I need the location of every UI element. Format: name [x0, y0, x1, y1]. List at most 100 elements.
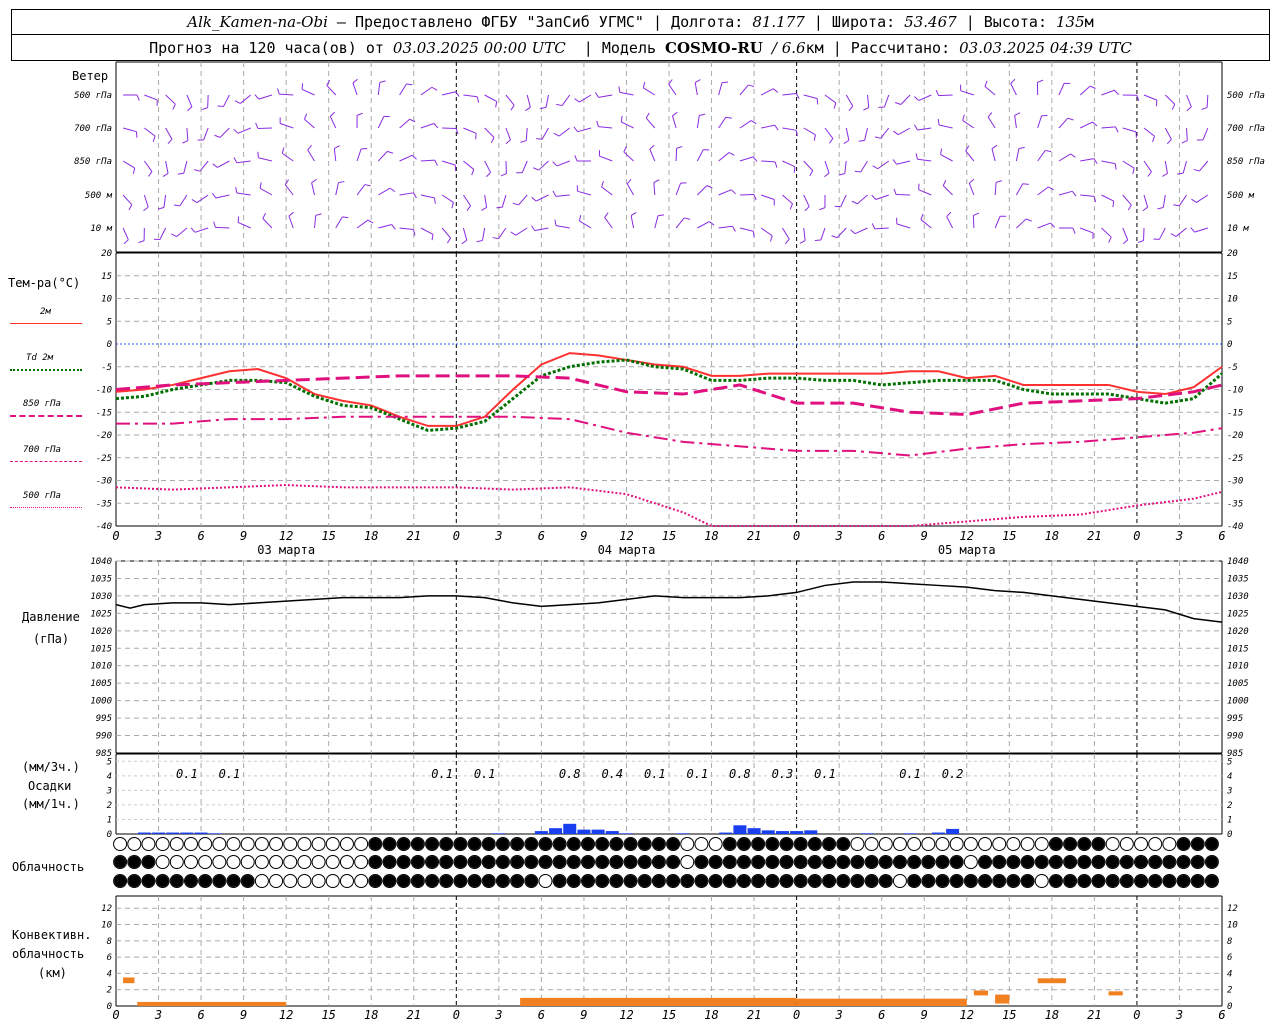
wind-barb-feather: [495, 101, 498, 108]
conv-ytick: 12: [101, 904, 112, 914]
wind-barb-feather: [391, 224, 396, 230]
wind-barb-feather: [412, 192, 417, 199]
wind-barb: [1079, 121, 1093, 129]
wind-barb-feather: [552, 190, 557, 197]
cloud-symbol: [325, 837, 340, 851]
wind-barb: [236, 160, 251, 164]
temp-ytick: -30: [96, 477, 112, 487]
conv-unit: (км): [38, 966, 67, 980]
wind-barb: [538, 160, 549, 171]
cloud-symbol-filled: [128, 856, 141, 868]
wind-barb-feather: [471, 169, 475, 176]
temp-ytick-right: -10: [1227, 386, 1243, 396]
wind-barb-feather: [1045, 149, 1052, 153]
wind-barb: [987, 116, 996, 129]
wind-barb-feather: [725, 116, 732, 119]
temp-series-2: [115, 374, 1223, 417]
wind-barb: [1175, 227, 1187, 237]
cloud-symbol-filled: [908, 875, 921, 887]
wind-barb: [920, 219, 932, 229]
cloud-symbol-filled: [936, 856, 949, 868]
wind-barb-feather: [455, 91, 460, 97]
wind-barb: [1186, 94, 1192, 108]
wind-barb: [1101, 227, 1112, 238]
pressure-ytick: 1035: [90, 574, 112, 584]
cloud-symbol-filled: [964, 875, 977, 887]
precip-bar: [861, 833, 875, 834]
cloud-symbol-filled: [1092, 838, 1105, 850]
wind-barb: [761, 160, 776, 163]
cloud-symbol-filled: [397, 875, 410, 887]
cloud-symbol-filled: [737, 875, 750, 887]
cloud-symbol-filled: [582, 838, 595, 850]
wind-barb: [442, 91, 456, 96]
wind-barb-feather: [623, 146, 627, 153]
temp-ytick: 0: [107, 340, 112, 350]
cloud-symbol-filled: [766, 875, 779, 887]
wind-barb-feather: [833, 102, 837, 109]
wind-barb-feather: [1092, 121, 1098, 127]
wind-barb: [304, 118, 315, 129]
wind-barb: [399, 83, 407, 96]
cloud-symbol-filled: [893, 856, 906, 868]
wind-barb-feather: [601, 181, 604, 188]
cloud-symbol-filled: [823, 875, 836, 887]
cloud-symbol: [113, 837, 128, 851]
cloud-symbol: [155, 837, 170, 851]
wind-barb: [782, 227, 790, 240]
wind-barb: [1101, 160, 1116, 165]
temp-xtick: 6: [538, 529, 545, 543]
cloud-symbol: [907, 837, 922, 851]
wind-barb: [515, 227, 528, 236]
cloud-symbol-filled: [142, 856, 155, 868]
precip-bar: [208, 833, 222, 834]
temp-ytick: -15: [96, 408, 112, 418]
cloud-symbol: [992, 837, 1007, 851]
wind-barb: [239, 94, 252, 104]
wind-barb: [1037, 222, 1051, 229]
temp-xtick: 12: [279, 529, 293, 543]
pressure-ytick-right: 1035: [1227, 574, 1249, 584]
wind-barb-feather: [431, 234, 434, 241]
pressure-ytick: 990: [96, 732, 112, 742]
temp-xtick: 21: [747, 529, 761, 543]
cloud-symbol-filled: [993, 856, 1006, 868]
cloud-symbol-filled: [1120, 856, 1133, 868]
wind-barb: [258, 157, 273, 162]
wind-barb: [556, 160, 570, 167]
wind-barb-feather: [177, 172, 184, 175]
wind-barb-feather: [123, 239, 129, 245]
wind-barb: [484, 160, 492, 173]
wind-barb-feather: [642, 81, 646, 88]
wind-barb-feather: [809, 170, 814, 177]
temp-ytick: 10: [101, 295, 112, 305]
wind-barb-feather: [212, 163, 218, 168]
precip-unit-1h: (мм/1ч.): [22, 797, 80, 811]
cloud-symbol: [339, 874, 354, 888]
wind-barb: [307, 149, 315, 162]
wind-barb-feather: [973, 212, 980, 216]
pressure-ytick: 1015: [90, 644, 112, 654]
wind-barb-feather: [413, 229, 416, 236]
wind-barb-feather: [753, 194, 757, 201]
wind-barb-feather: [752, 156, 758, 162]
wind-barb: [378, 187, 391, 196]
cloud-symbol-filled: [794, 875, 807, 887]
precip-bar: [775, 831, 789, 834]
wind-barb: [484, 127, 495, 138]
wind-barb: [258, 94, 273, 100]
conv-ytick-right: 0: [1227, 1002, 1232, 1012]
temp-ytick: -40: [96, 522, 112, 532]
wind-barb-feather: [554, 219, 557, 226]
wind-barb: [782, 127, 797, 131]
wind-barb-feather: [1070, 153, 1076, 158]
wind-barb: [619, 91, 634, 96]
wind-barb: [288, 215, 294, 229]
wind-barb: [378, 224, 392, 229]
wind-barb: [601, 186, 613, 196]
wind-barb-feather: [1112, 201, 1115, 208]
wind-barb-feather: [940, 148, 943, 155]
station-name: Alk_Kamen-na-Obi: [187, 13, 328, 31]
wind-barb: [897, 127, 911, 136]
conv-xtick: 15: [1002, 1008, 1016, 1022]
